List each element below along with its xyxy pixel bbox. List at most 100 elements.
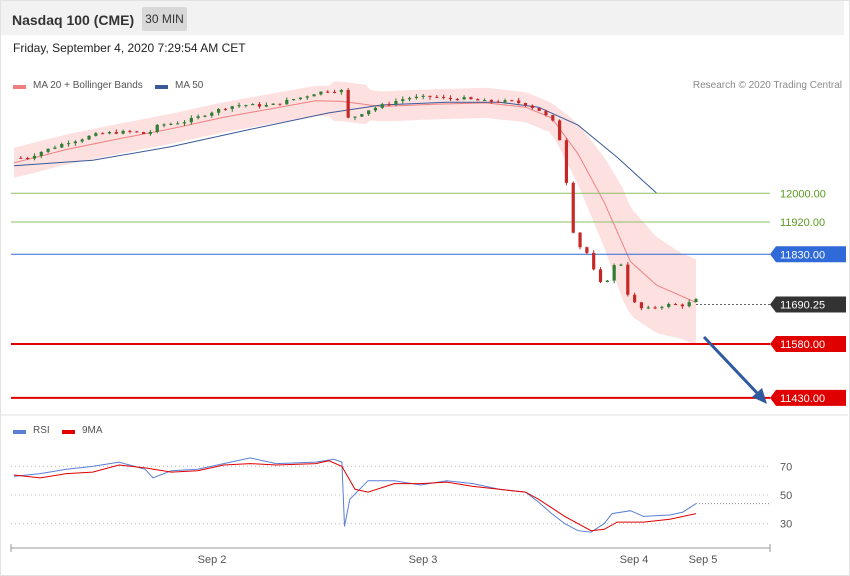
candle-body — [530, 105, 534, 109]
legend-rsi-label: RSI — [33, 425, 50, 436]
legend-ma20-label: MA 20 + Bollinger Bands — [33, 80, 143, 91]
candle-body — [435, 96, 439, 98]
candle-body — [428, 95, 432, 97]
candle-body — [694, 299, 698, 303]
candle-body — [646, 307, 650, 309]
candle-body — [292, 99, 296, 101]
rsi-tick-label-2: 30 — [780, 519, 792, 531]
candle-body — [510, 100, 514, 102]
timestamp-label: Friday, September 4, 2020 7:29:54 AM CET — [13, 41, 246, 55]
legend-ma20-swatch — [13, 85, 26, 89]
candle-body — [523, 103, 528, 106]
candle-body — [87, 135, 91, 140]
x-tick-label-1: Sep 3 — [409, 554, 438, 566]
forecast-arrow — [702, 335, 767, 404]
candle-body — [687, 302, 691, 307]
candle-body — [176, 123, 180, 125]
candle-body — [442, 96, 446, 98]
candle-body — [217, 108, 221, 113]
candle-body — [619, 264, 623, 266]
candle-body — [469, 97, 473, 100]
candle-body — [455, 99, 459, 101]
legend-rsi-ma-label: 9MA — [82, 425, 103, 436]
level-label-1: 11920.00 — [780, 217, 825, 229]
candle-body — [73, 141, 77, 144]
rsi-tick-label-1: 50 — [780, 490, 792, 502]
candle-body — [257, 104, 262, 107]
candle-body — [39, 151, 43, 156]
candle-body — [462, 97, 466, 100]
candle-body — [46, 148, 50, 152]
candle-body — [558, 120, 562, 141]
candle-body — [230, 106, 234, 109]
candle-body — [251, 104, 255, 106]
candle-body — [626, 264, 630, 295]
candle-body — [373, 107, 378, 111]
candle-body — [203, 115, 207, 117]
candle-body — [448, 97, 453, 100]
timeframe-badge[interactable]: 30 MIN — [142, 7, 187, 31]
candle-body — [592, 252, 596, 270]
candle-body — [598, 269, 603, 282]
candle-body — [407, 98, 412, 100]
candle-body — [544, 110, 548, 116]
candle-body — [60, 143, 64, 148]
candle-body — [414, 96, 418, 99]
candle-body — [401, 99, 405, 102]
candle-body — [346, 89, 350, 118]
candle-body — [107, 132, 112, 134]
candle-body — [128, 130, 132, 132]
level-label-2: 11830.00 — [780, 249, 825, 261]
candle-body — [32, 155, 37, 159]
candle-body — [319, 91, 323, 95]
legend-rsi-swatch — [13, 430, 26, 434]
candle-body — [326, 91, 330, 93]
ma20-line — [13, 100, 697, 303]
candle-body — [585, 247, 589, 253]
candle-body — [278, 103, 282, 105]
candle-body — [653, 307, 657, 309]
candle-body — [237, 105, 241, 107]
candle-body — [380, 104, 384, 108]
legend-ma50-label: MA 50 — [175, 80, 204, 91]
ma50-line — [13, 101, 658, 194]
candle-body — [94, 133, 98, 136]
level-label-0: 12000.00 — [780, 188, 826, 200]
candle-body — [605, 280, 609, 282]
candle-body — [367, 110, 371, 115]
legend-ma50-swatch — [155, 85, 168, 89]
level-label-5: 11430.00 — [780, 393, 825, 405]
x-tick-label-3: Sep 5 — [689, 554, 718, 566]
candle-body — [66, 143, 71, 145]
candle-body — [564, 140, 569, 183]
candle-body — [19, 157, 23, 159]
candle-body — [182, 122, 187, 124]
candle-body — [141, 132, 146, 134]
candle-body — [264, 104, 268, 107]
candle-body — [639, 302, 644, 309]
candle-body — [114, 132, 118, 134]
candle-body — [155, 124, 159, 132]
candle-body — [489, 99, 493, 102]
candle-body — [633, 294, 637, 303]
candle-body — [387, 104, 391, 106]
candle-body — [162, 124, 166, 126]
candle-body — [121, 130, 125, 134]
level-label-4: 11580.00 — [780, 339, 825, 351]
candle-body — [210, 112, 214, 116]
candle-body — [223, 108, 228, 110]
level-tag-4 — [770, 336, 846, 352]
candle-body — [503, 100, 507, 103]
forecast-arrow-head — [752, 388, 767, 404]
candle-body — [421, 95, 425, 97]
candle-body — [298, 97, 303, 100]
candle-body — [496, 101, 500, 103]
candle-body — [332, 91, 337, 93]
candle-body — [537, 108, 541, 111]
candle-body — [148, 131, 152, 134]
candle-body — [339, 89, 343, 93]
candle-body — [612, 265, 616, 281]
candle-body — [244, 105, 248, 107]
candle-body — [101, 133, 105, 135]
level-tag-2 — [770, 246, 846, 263]
